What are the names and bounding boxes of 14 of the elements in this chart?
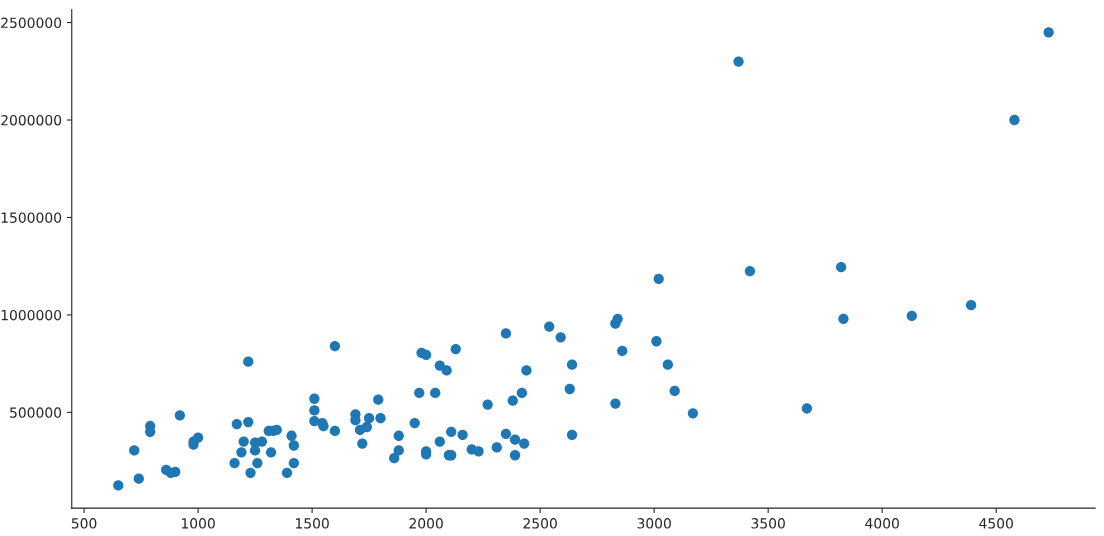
x-tick-label: 3500 [751,518,785,529]
y-tick-label: 2000000 [1,114,62,126]
x-tick-label: 2500 [523,518,557,529]
x-tick-label: 3000 [637,518,671,529]
y-tick-label: 1000000 [1,309,62,321]
x-tick-label: 4500 [979,518,1013,529]
x-tick-label: 2000 [409,518,443,529]
x-tick-label: 4000 [865,518,899,529]
y-tick-label: 2500000 [1,17,62,29]
x-tick-label: 500 [71,518,97,529]
x-tick-label: 1500 [295,518,329,529]
y-tick-label: 1500000 [1,212,62,223]
x-tick-label: 1000 [181,518,215,529]
y-tick-label: 500000 [10,407,62,418]
